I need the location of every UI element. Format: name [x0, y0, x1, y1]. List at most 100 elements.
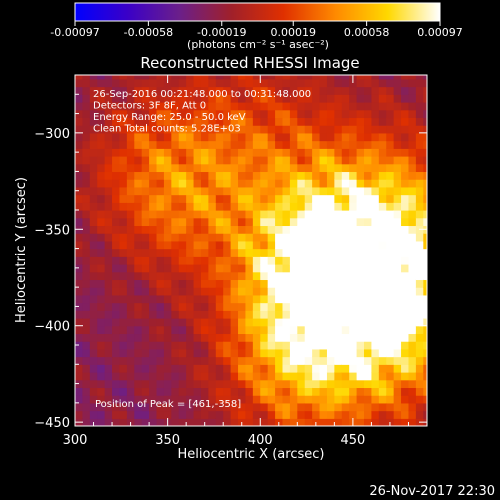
heatmap-cell — [230, 256, 239, 265]
heatmap-cell — [97, 372, 106, 381]
heatmap-cell — [230, 264, 239, 273]
heatmap-cell — [112, 294, 121, 304]
heatmap-cell — [423, 333, 427, 342]
heatmap-cell — [178, 179, 187, 188]
heatmap-cell — [208, 171, 217, 180]
heatmap-cell — [415, 117, 424, 126]
heatmap-cell — [178, 225, 187, 234]
heatmap-cell — [238, 125, 247, 134]
heatmap-cell — [230, 78, 239, 88]
heatmap-cell — [200, 202, 209, 211]
heatmap-cell — [163, 256, 172, 265]
heatmap-cell — [267, 171, 276, 180]
heatmap-cell — [297, 294, 306, 304]
heatmap-cell — [223, 310, 232, 319]
heatmap-cell — [312, 140, 321, 149]
heatmap-cell — [423, 94, 427, 103]
heatmap-cell — [141, 202, 150, 211]
heatmap-cell — [245, 333, 254, 342]
heatmap-cell — [171, 109, 180, 119]
heatmap-cell — [401, 318, 410, 327]
heatmap-cell — [378, 186, 387, 196]
heatmap-cell — [223, 233, 232, 242]
heatmap-cell — [82, 202, 91, 211]
heatmap-cell — [334, 217, 343, 227]
heatmap-cell — [260, 132, 269, 142]
heatmap-cell — [193, 233, 202, 242]
heatmap-cell — [386, 356, 395, 365]
heatmap-cell — [423, 156, 427, 165]
heatmap-cell — [275, 341, 284, 350]
heatmap-cell — [126, 117, 135, 126]
heatmap-cell — [178, 94, 187, 103]
heatmap-cell — [319, 348, 328, 358]
heatmap-cell — [149, 356, 158, 365]
heatmap-cell — [312, 287, 321, 296]
heatmap-cell — [341, 302, 350, 311]
heatmap-cell — [134, 248, 143, 257]
heatmap-cell — [126, 78, 135, 88]
heatmap-cell — [408, 402, 417, 412]
heatmap-cell — [171, 418, 180, 426]
heatmap-cell — [260, 402, 269, 412]
colorbar-tick-label: -0.00097 — [50, 26, 99, 39]
heatmap-cell — [104, 418, 113, 426]
heatmap-cell — [171, 348, 180, 358]
heatmap-cell — [349, 156, 358, 165]
heatmap-cell — [245, 233, 254, 242]
heatmap-cell — [386, 410, 395, 419]
heatmap-cell — [112, 217, 121, 227]
heatmap-cell — [156, 125, 165, 134]
heatmap-cell — [349, 109, 358, 119]
heatmap-cell — [356, 75, 365, 80]
heatmap-cell — [423, 132, 427, 142]
heatmap-cell — [156, 194, 165, 203]
heatmap-cell — [89, 302, 98, 311]
heatmap-cell — [149, 248, 158, 257]
heatmap-cell — [193, 94, 202, 103]
heatmap-cell — [356, 418, 365, 426]
heatmap-cell — [230, 225, 239, 234]
heatmap-cell — [349, 210, 358, 219]
heatmap-cell — [141, 156, 150, 165]
heatmap-cell — [297, 132, 306, 142]
heatmap-cell — [415, 210, 424, 219]
heatmap-cell — [75, 302, 84, 311]
heatmap-cell — [223, 148, 232, 157]
heatmap-cell — [208, 318, 217, 327]
heatmap-cell — [149, 240, 158, 250]
heatmap-cell — [208, 140, 217, 149]
heatmap-cell — [141, 148, 150, 157]
heatmap-cell — [126, 194, 135, 203]
heatmap-cell — [267, 78, 276, 88]
heatmap-cell — [75, 318, 84, 327]
heatmap-cell — [408, 233, 417, 242]
heatmap-cell — [401, 94, 410, 103]
heatmap-cell — [378, 294, 387, 304]
heatmap-cell — [245, 78, 254, 88]
heatmap-cell — [378, 202, 387, 211]
heatmap-cell — [230, 356, 239, 365]
heatmap-cell — [171, 302, 180, 311]
heatmap-cell — [326, 356, 335, 365]
heatmap-cell — [178, 233, 187, 242]
heatmap-cell — [245, 248, 254, 257]
heatmap-cell — [230, 271, 239, 281]
heatmap-cell — [82, 217, 91, 227]
heatmap-cell — [178, 86, 187, 95]
colorbar-tick-label: -0.00019 — [197, 26, 246, 39]
heatmap-cell — [223, 294, 232, 304]
heatmap-cell — [200, 256, 209, 265]
heatmap-cell — [119, 75, 128, 80]
heatmap-cell — [408, 348, 417, 358]
heatmap-cell — [75, 356, 84, 365]
heatmap-cell — [230, 75, 239, 80]
heatmap-cell — [312, 271, 321, 281]
heatmap-cell — [349, 325, 358, 335]
heatmap-cell — [289, 395, 298, 404]
heatmap-cell — [230, 94, 239, 103]
heatmap-cell — [208, 248, 217, 257]
heatmap-cell — [275, 410, 284, 419]
heatmap-cell — [408, 410, 417, 419]
heatmap-cell — [141, 179, 150, 188]
